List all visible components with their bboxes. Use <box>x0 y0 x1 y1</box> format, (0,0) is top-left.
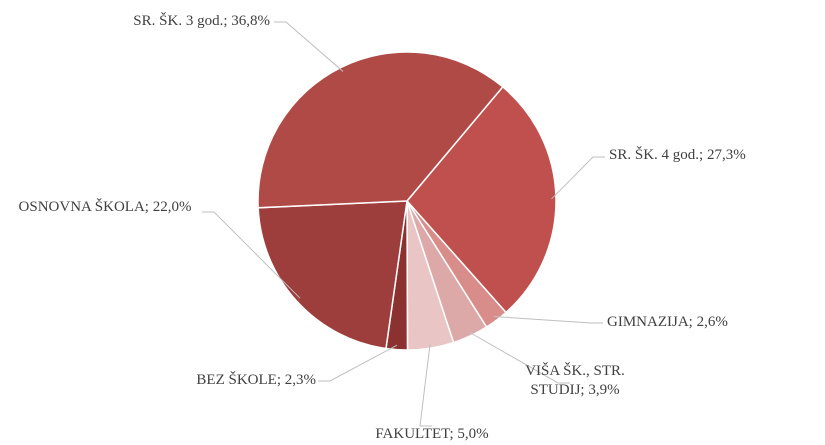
label-separator: ; <box>144 199 153 215</box>
data-label: SR. ŠK. 4 god.; 27,3% <box>609 146 823 165</box>
leader-line <box>468 331 570 384</box>
label-separator: ; <box>449 426 458 442</box>
leader-line <box>318 344 398 382</box>
pie-slice <box>257 200 408 350</box>
data-label: VIŠA ŠK., STR. STUDIJ; 3,9% <box>505 362 645 400</box>
label-separator: ; <box>223 13 232 29</box>
value-label: 2,6% <box>696 314 728 330</box>
pie-slice <box>406 85 557 314</box>
category-name: SR. ŠK. 4 god. <box>609 147 700 163</box>
data-label: OSNOVNA ŠKOLA; 22,0% <box>5 198 205 217</box>
value-label: 22,0% <box>152 199 192 215</box>
label-separator: ; <box>699 147 707 163</box>
value-label: 36,8% <box>231 13 270 29</box>
category-name: VIŠA ŠK., STR. STUDIJ <box>525 363 625 398</box>
value-label: 3,9% <box>588 382 620 398</box>
label-separator: ; <box>688 314 697 330</box>
data-label: SR. ŠK. 3 god.; 36,8% <box>20 12 270 31</box>
leader-line <box>202 211 301 299</box>
leader-line <box>274 21 344 72</box>
value-label: 2,3% <box>284 372 316 388</box>
data-label: FAKULTET; 5,0% <box>332 425 532 444</box>
value-label: 5,0% <box>457 426 489 442</box>
category-name: GIMNAZIJA <box>607 314 689 330</box>
value-label: 27,3% <box>706 147 746 163</box>
category-name: SR. ŠK. 3 god. <box>133 13 224 29</box>
category-name: OSNOVNA ŠKOLA <box>18 199 145 215</box>
leader-line <box>493 316 603 324</box>
label-separator: ; <box>580 382 589 398</box>
category-name: FAKULTET <box>375 426 450 442</box>
leader-line <box>551 156 605 200</box>
data-label: BEZ ŠKOLE; 2,3% <box>116 371 316 390</box>
data-label: GIMNAZIJA; 2,6% <box>607 313 821 332</box>
label-separator: ; <box>276 372 285 388</box>
category-name: BEZ ŠKOLE <box>196 372 277 388</box>
pie-slice <box>257 51 504 209</box>
leader-line <box>419 343 432 427</box>
